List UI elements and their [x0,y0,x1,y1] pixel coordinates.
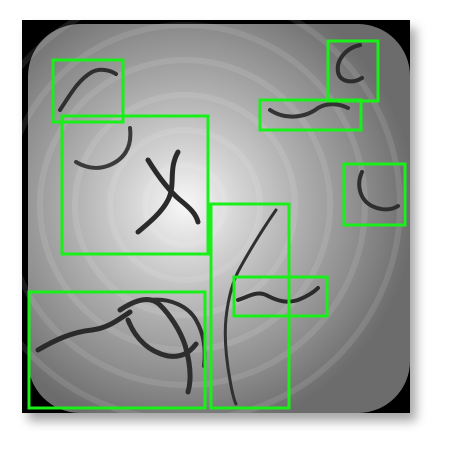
worm-5 [268,102,350,119]
worm-3b [145,157,201,225]
worm-8 [236,286,320,304]
detection-box [27,290,207,410]
worm-3 [135,149,181,235]
detection-box [258,98,363,132]
detection-box [51,58,125,124]
detection-box [209,202,291,410]
worm-9 [35,309,133,353]
detection-box [60,114,210,256]
detection-box [232,275,329,318]
detection-box [342,162,407,227]
worm-2 [74,126,133,170]
worm-10 [117,297,193,395]
worm-11 [125,317,199,359]
worm-1 [58,67,118,112]
worm-7 [223,208,278,406]
worm-4 [335,43,364,84]
worm-6 [357,170,400,212]
